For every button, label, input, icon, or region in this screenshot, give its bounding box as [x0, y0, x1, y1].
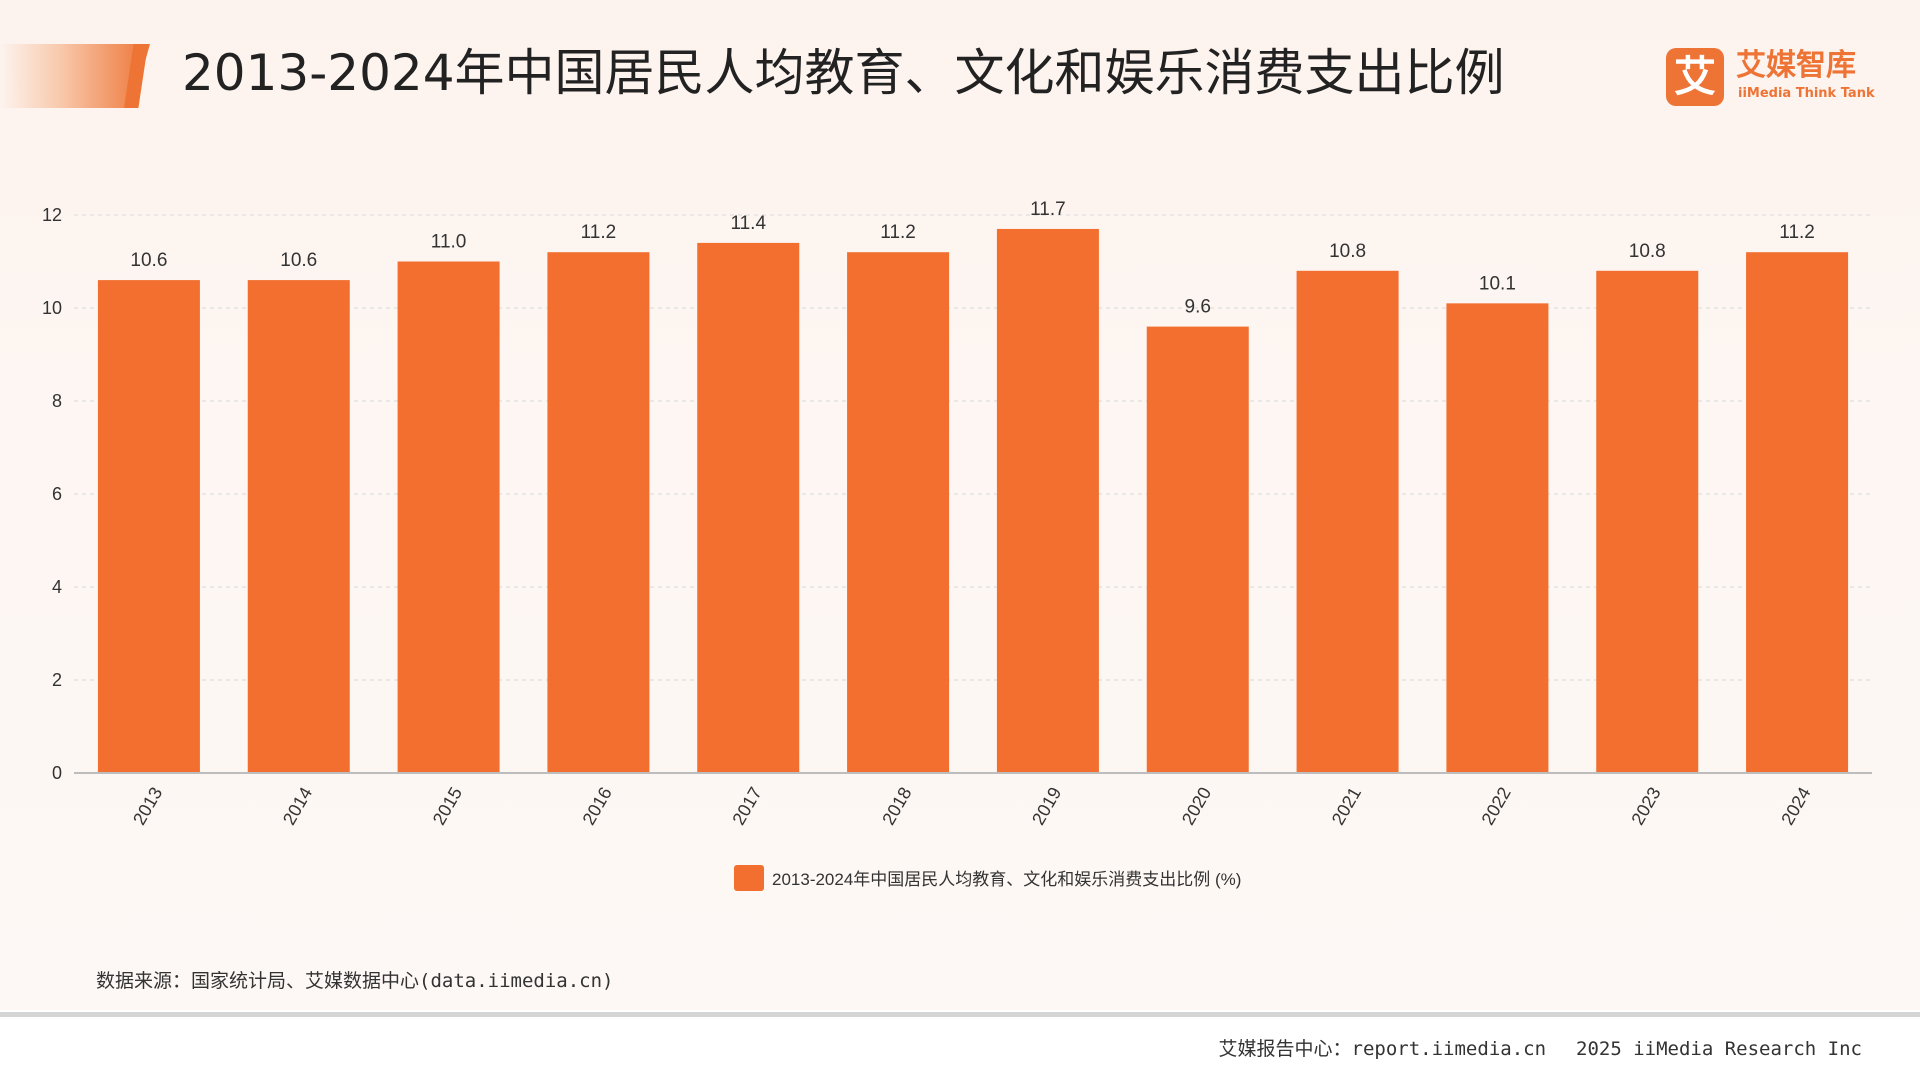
bar-2021 — [1296, 270, 1399, 773]
bar-2024 — [1746, 252, 1849, 773]
y-tick-label: 0 — [52, 763, 62, 783]
bars — [97, 228, 1849, 773]
value-label-2017: 11.4 — [730, 213, 766, 234]
value-label-2013: 10.6 — [130, 250, 167, 271]
logo-mark-icon: 艾 — [1666, 48, 1724, 106]
x-tick-label-2013: 2013 — [129, 784, 166, 829]
y-axis-ticks: 0 2 4 6 8 10 12 — [42, 205, 62, 783]
value-label-2015: 11.0 — [431, 232, 467, 253]
bar-chart: 0 2 4 6 8 10 12 10.6 10.6 11.0 11.2 11.4 11.2 11.7 9.… — [0, 180, 1920, 900]
logo-name-cn: 艾媒智库 — [1736, 48, 1856, 83]
footer: 艾媒报告中心：report.iimedia.cn 2025 iiMedia Res… — [1219, 1036, 1862, 1062]
bar-2019 — [996, 228, 1099, 773]
x-tick-label-2016: 2016 — [579, 784, 616, 829]
bar-2018 — [847, 252, 950, 773]
bar-2013 — [97, 280, 200, 773]
bar-2023 — [1596, 270, 1699, 773]
value-labels: 10.6 10.6 11.0 11.2 11.4 11.2 11.7 9.6 10.8 10.1 1… — [130, 199, 1814, 318]
value-label-2019: 11.7 — [1030, 199, 1066, 220]
x-tick-label-2014: 2014 — [279, 784, 316, 829]
legend: 2013-2024年中国居民人均教育、文化和娱乐消费支出比例 (%) — [734, 865, 1241, 891]
x-tick-label-2020: 2020 — [1178, 784, 1215, 829]
bar-2016 — [547, 252, 650, 773]
legend-label: 2013-2024年中国居民人均教育、文化和娱乐消费支出比例 (%) — [772, 870, 1241, 889]
bar-2015 — [397, 261, 500, 773]
bar-2022 — [1446, 303, 1549, 773]
y-tick-label: 10 — [42, 298, 62, 318]
y-tick-label: 6 — [52, 484, 62, 504]
bar-2017 — [697, 242, 800, 773]
x-tick-label-2022: 2022 — [1478, 784, 1515, 829]
x-tick-label-2017: 2017 — [728, 784, 765, 829]
footer-divider — [0, 1012, 1920, 1017]
x-tick-label-2019: 2019 — [1028, 784, 1065, 829]
x-tick-label-2018: 2018 — [878, 784, 915, 829]
value-label-2016: 11.2 — [581, 222, 617, 243]
y-tick-label: 2 — [52, 670, 62, 690]
x-tick-label-2021: 2021 — [1328, 784, 1365, 829]
value-label-2020: 9.6 — [1185, 297, 1211, 318]
value-label-2024: 11.2 — [1779, 222, 1815, 243]
grid-layer — [74, 214, 1872, 681]
legend-swatch — [734, 865, 764, 891]
value-label-2014: 10.6 — [280, 250, 317, 271]
data-source-note: 数据来源：国家统计局、艾媒数据中心(data.iimedia.cn) — [96, 970, 614, 992]
y-tick-label: 8 — [52, 391, 62, 411]
value-label-2023: 10.8 — [1629, 241, 1666, 262]
x-tick-label-2024: 2024 — [1777, 784, 1814, 829]
report-center-link[interactable]: 艾媒报告中心：report.iimedia.cn — [1218, 1038, 1547, 1060]
x-tick-label-2023: 2023 — [1627, 784, 1664, 829]
bar-chart-svg: 0 2 4 6 8 10 12 10.6 10.6 11.0 11.2 11.4 11.2 11.7 9.… — [42, 199, 1872, 891]
x-tick-label-2015: 2015 — [429, 784, 466, 829]
bar-2014 — [247, 280, 350, 773]
iimedia-logo: 艾 艾媒智库 iiMedia Think Tank — [1666, 48, 1875, 108]
header-accent-bar — [0, 44, 150, 108]
value-label-2018: 11.2 — [880, 222, 916, 243]
copyright-text: 2025 iiMedia Research Inc — [1576, 1038, 1862, 1060]
value-label-2021: 10.8 — [1329, 241, 1366, 262]
bar-2020 — [1146, 326, 1249, 773]
x-axis-ticks: 2013 2014 2015 2016 2017 2018 2019 2020 2021 2022… — [129, 784, 1815, 829]
value-label-2022: 10.1 — [1479, 273, 1516, 294]
logo-name-en: iiMedia Think Tank — [1738, 86, 1875, 101]
y-tick-label: 12 — [42, 205, 62, 225]
y-tick-label: 4 — [52, 577, 62, 597]
page-title: 2013-2024年中国居民人均教育、文化和娱乐消费支出比例 — [182, 44, 1505, 102]
